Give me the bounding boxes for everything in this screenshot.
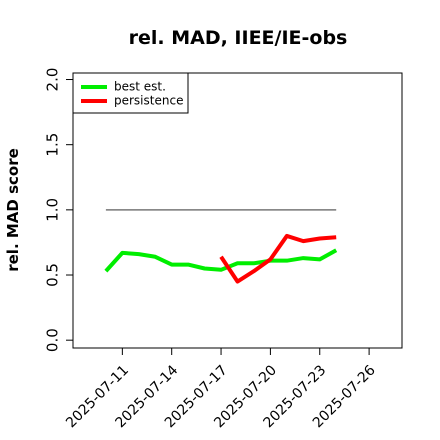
y-tick-label: 1.0 (44, 198, 62, 222)
legend-box (72, 72, 189, 114)
series-line (104, 248, 338, 273)
series-line (219, 233, 337, 284)
legend-label: persistence (114, 94, 183, 108)
y-tick-label: 2.0 (44, 68, 62, 92)
y-axis-title: rel. MAD score (4, 148, 22, 272)
y-tick-label: 0.5 (44, 263, 62, 287)
chart-title: rel. MAD, IIEE/IE-obs (129, 27, 348, 49)
y-tick-label: 1.5 (44, 133, 62, 157)
plot-box (72, 72, 403, 349)
y-tick-label: 0.0 (44, 328, 62, 352)
legend-label: best est. (114, 80, 166, 94)
